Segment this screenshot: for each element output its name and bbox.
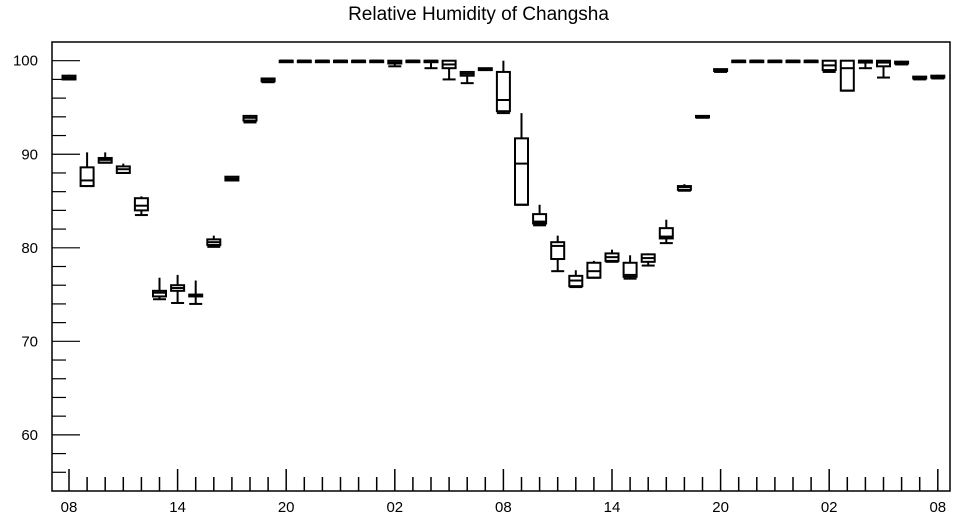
- box-item: [912, 75, 928, 81]
- box-item: [459, 70, 475, 85]
- x-tick-label: 02: [821, 499, 838, 516]
- x-tick-label: 08: [929, 499, 946, 516]
- box-item: [785, 59, 801, 64]
- box-item: [658, 219, 674, 245]
- box-item: [857, 59, 873, 70]
- box-item: [839, 59, 855, 92]
- box-item: [296, 59, 312, 64]
- box-item: [97, 152, 113, 164]
- box-item: [115, 163, 131, 174]
- box-item: [495, 60, 511, 115]
- box-item: [894, 60, 910, 66]
- box-item: [676, 184, 692, 192]
- box-item: [568, 270, 584, 289]
- box-item: [260, 77, 276, 84]
- box-item: [803, 59, 819, 64]
- box-item: [79, 152, 95, 188]
- box-body: [514, 137, 529, 206]
- box-item: [278, 59, 294, 64]
- box-item: [767, 59, 783, 64]
- y-axis: 60 70 80 90 100: [13, 53, 80, 473]
- box-item: [604, 249, 620, 263]
- box-item: [930, 74, 946, 80]
- box-body: [622, 261, 638, 278]
- chart-title: Relative Humidity of Changsha: [348, 4, 609, 25]
- box-item: [224, 175, 240, 182]
- box-item: [622, 255, 638, 280]
- box-item: [405, 59, 421, 64]
- y-tick-label: 70: [21, 333, 38, 350]
- box-item: [477, 67, 493, 72]
- box-item: [550, 235, 566, 273]
- box-item: [441, 59, 457, 81]
- box-body: [839, 59, 855, 92]
- x-tick-label: 20: [278, 499, 295, 516]
- box-item: [876, 59, 891, 79]
- box-item: [369, 59, 385, 64]
- box-body: [550, 241, 566, 261]
- box-item: [586, 260, 602, 279]
- x-tick-label: 20: [712, 499, 729, 516]
- x-tick-label: 14: [169, 499, 186, 516]
- box-item: [152, 277, 167, 301]
- box-item: [206, 235, 222, 248]
- x-axis: 08 14 20 02 08 14 20 02 08: [61, 469, 946, 516]
- box-body: [495, 70, 511, 113]
- box-body: [658, 227, 674, 240]
- y-tick-label: 80: [21, 240, 38, 257]
- box-item: [387, 59, 403, 68]
- box-item: [640, 253, 656, 267]
- box-series: [61, 59, 946, 305]
- box-body: [133, 197, 149, 212]
- x-tick-label: 14: [604, 499, 621, 516]
- y-tick-label: 60: [21, 427, 38, 444]
- box-item: [532, 204, 548, 227]
- box-item: [133, 196, 149, 217]
- x-tick-label: 02: [386, 499, 403, 516]
- box-item: [351, 59, 367, 64]
- x-tick-label: 08: [495, 499, 512, 516]
- y-tick-label: 100: [13, 53, 38, 70]
- box-body: [532, 213, 548, 225]
- box-item: [821, 59, 837, 73]
- box-item: [170, 274, 186, 304]
- box-item: [242, 114, 258, 124]
- box-item: [423, 59, 439, 70]
- box-item: [695, 114, 710, 119]
- box-item: [188, 280, 204, 305]
- box-item: [749, 59, 765, 64]
- x-tick-label: 08: [61, 499, 78, 516]
- box-item: [731, 59, 747, 64]
- box-item: [514, 113, 529, 206]
- box-body: [79, 166, 95, 188]
- box-item: [713, 68, 729, 73]
- box-item: [314, 59, 330, 64]
- box-item: [61, 74, 77, 81]
- box-item: [333, 59, 348, 64]
- y-tick-label: 90: [21, 146, 38, 163]
